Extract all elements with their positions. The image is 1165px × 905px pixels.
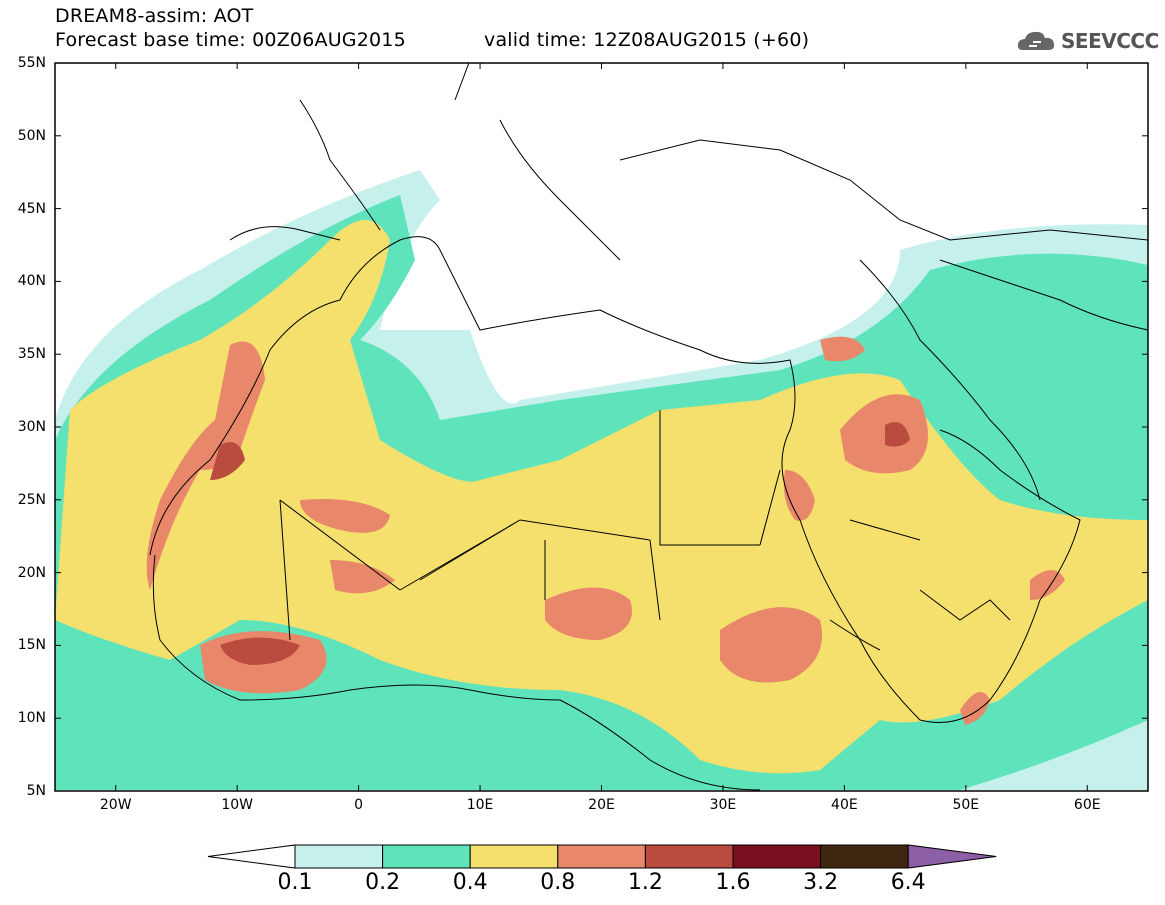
lat-label: 40N: [17, 273, 46, 290]
legend-level-label: 6.4: [890, 870, 926, 895]
legend-swatch: [644, 844, 734, 869]
product-title: DREAM8-assim: AOT: [55, 5, 254, 27]
lat-label: 30N: [17, 419, 46, 435]
lon-label: 30E: [709, 797, 737, 813]
lat-label: 10N: [17, 710, 46, 727]
legend-swatch: [382, 844, 471, 869]
lat-label: 55N: [17, 55, 46, 71]
aot-band-1-2: [210, 422, 910, 665]
forecast-base-time: Forecast base time: 00Z06AUG2015: [55, 29, 406, 51]
legend-level-label: 0.1: [277, 870, 313, 895]
legend-arrow-high: [907, 844, 997, 869]
lon-label: 20E: [588, 797, 615, 813]
legend-level-label: 0.8: [540, 870, 576, 895]
legend-level-label: 1.2: [627, 870, 663, 895]
lon-label: 10E: [466, 797, 494, 813]
cloud-logo-icon: [1017, 31, 1055, 50]
lon-label: 60E: [1073, 797, 1101, 813]
legend-swatch: [820, 844, 909, 869]
legend-arrow-low: [207, 844, 296, 869]
legend-level-label: 1.6: [715, 870, 751, 895]
lat-label: 50N: [17, 127, 46, 144]
lat-label: 20N: [17, 564, 46, 581]
lon-label: 20W: [99, 797, 132, 813]
lon-label: 0: [354, 797, 364, 813]
lat-label: 5N: [26, 783, 46, 799]
seevccc-logo-text: SEEVCCC: [1061, 29, 1159, 53]
lon-label: 40E: [831, 797, 858, 813]
lat-label: 15N: [17, 637, 46, 654]
lon-label: 10W: [221, 797, 253, 813]
lon-label: 50E: [952, 797, 980, 813]
valid-time: valid time: 12Z08AUG2015 (+60): [484, 29, 810, 51]
lat-label: 25N: [17, 491, 46, 508]
lat-label: 45N: [17, 200, 46, 217]
legend-swatch: [732, 844, 822, 869]
legend-swatch: [557, 844, 646, 869]
legend-level-label: 0.2: [365, 870, 401, 895]
aot-band-0-4: [55, 220, 1148, 774]
legend-swatch: [469, 844, 559, 869]
legend-level-label: 3.2: [803, 870, 839, 895]
legend-swatch: [294, 844, 384, 869]
lat-label: 35N: [17, 346, 46, 363]
legend-level-label: 0.4: [452, 870, 488, 895]
coastlines: [149, 63, 1148, 791]
